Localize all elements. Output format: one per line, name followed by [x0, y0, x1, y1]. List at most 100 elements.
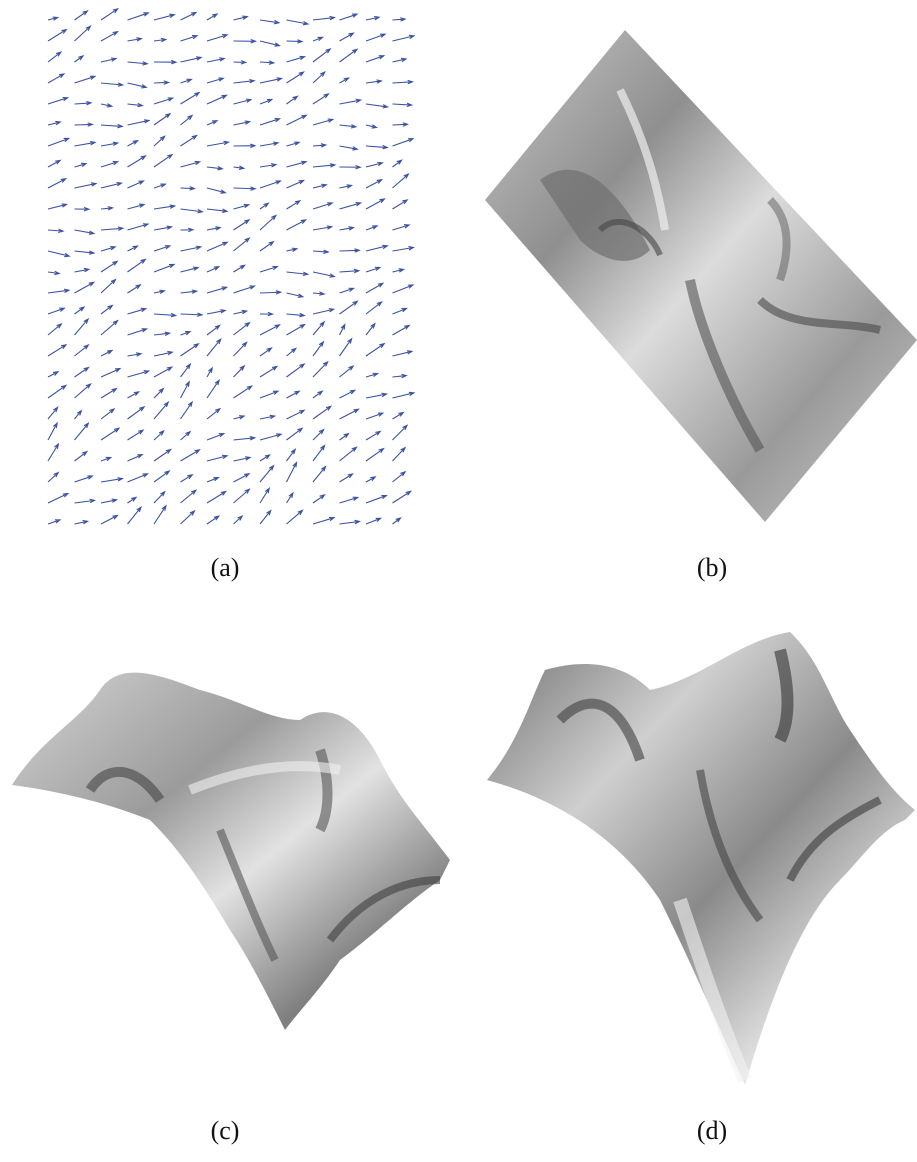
arrow — [100, 57, 118, 63]
arrow — [259, 486, 271, 504]
arrow — [392, 424, 409, 441]
arrow — [206, 266, 221, 273]
arrow — [233, 60, 248, 65]
arrow — [180, 91, 201, 105]
arrow — [365, 244, 389, 252]
arrow — [365, 447, 385, 462]
arrow — [100, 181, 124, 189]
arrow — [312, 47, 332, 63]
arrow — [127, 429, 145, 441]
arrow — [312, 225, 334, 231]
arrow — [206, 433, 226, 441]
arrow — [127, 496, 138, 504]
arrow — [233, 321, 251, 336]
arrow — [365, 342, 386, 357]
arrow — [74, 55, 85, 63]
arrow — [127, 119, 151, 126]
arrow — [286, 55, 307, 63]
arrow — [74, 10, 89, 21]
arrow — [206, 324, 221, 336]
arrow — [100, 123, 124, 129]
arrow — [127, 307, 148, 315]
arrow — [286, 509, 304, 525]
arrow — [259, 214, 278, 231]
arrow — [392, 391, 416, 399]
arrow — [259, 464, 275, 483]
arrow — [392, 517, 402, 525]
arrow — [233, 38, 258, 44]
arrow — [100, 408, 116, 420]
arrow — [180, 227, 195, 233]
arrow — [180, 56, 203, 63]
arrow — [153, 350, 174, 357]
arrow — [339, 32, 355, 42]
arrow — [233, 78, 256, 84]
arrow — [47, 178, 68, 189]
arrow — [47, 120, 62, 126]
arrow — [365, 430, 382, 441]
arrow — [365, 301, 383, 315]
arrow — [392, 57, 408, 63]
arrow — [286, 114, 308, 126]
arrow — [312, 93, 330, 105]
arrow — [153, 448, 173, 462]
arrow — [206, 77, 225, 84]
arrow — [47, 322, 63, 336]
arrow — [127, 391, 141, 399]
arrow — [47, 28, 68, 42]
arrow — [392, 34, 416, 42]
arrow — [259, 77, 284, 84]
arrow — [180, 266, 200, 273]
arrow — [153, 13, 176, 21]
arrow — [47, 270, 61, 276]
arrow — [259, 347, 273, 357]
arrow — [312, 15, 336, 21]
arrow — [339, 248, 361, 253]
arrow — [47, 421, 58, 441]
arrow — [100, 103, 114, 108]
arrow — [339, 268, 361, 274]
arrow — [286, 292, 305, 298]
arrow — [180, 342, 200, 357]
arrow — [339, 473, 354, 483]
arrow — [286, 141, 301, 147]
arrow — [74, 306, 86, 315]
arrow — [206, 337, 222, 357]
arrow — [259, 60, 276, 65]
arrow — [74, 141, 97, 147]
arrow — [286, 363, 306, 378]
arrow — [392, 246, 415, 252]
arrow — [339, 519, 362, 525]
arrow — [153, 245, 172, 252]
arrow — [180, 78, 193, 84]
arrow — [74, 229, 96, 235]
arrow — [206, 94, 228, 105]
arrow — [74, 520, 90, 525]
arrow — [206, 309, 227, 315]
arrow — [153, 366, 174, 378]
arrow — [286, 95, 299, 105]
arrow — [259, 240, 275, 252]
arrow — [233, 473, 251, 483]
arrow — [339, 145, 359, 151]
arrow — [365, 266, 382, 273]
arrow — [47, 384, 68, 399]
arrow — [233, 488, 251, 504]
arrow — [47, 288, 71, 294]
arrow — [74, 475, 94, 483]
arrow — [47, 159, 62, 168]
arrow — [127, 37, 143, 42]
arrow — [365, 161, 384, 168]
arrow — [365, 33, 387, 42]
arrow — [286, 19, 310, 26]
arrow — [233, 186, 257, 191]
arrow — [100, 319, 119, 336]
arrow — [339, 124, 358, 129]
arrow — [339, 164, 362, 170]
arrow — [312, 249, 330, 254]
arrow — [259, 98, 274, 105]
arrow — [286, 160, 308, 168]
arrow — [392, 490, 412, 504]
arrow — [259, 414, 277, 420]
arrow — [100, 30, 119, 42]
